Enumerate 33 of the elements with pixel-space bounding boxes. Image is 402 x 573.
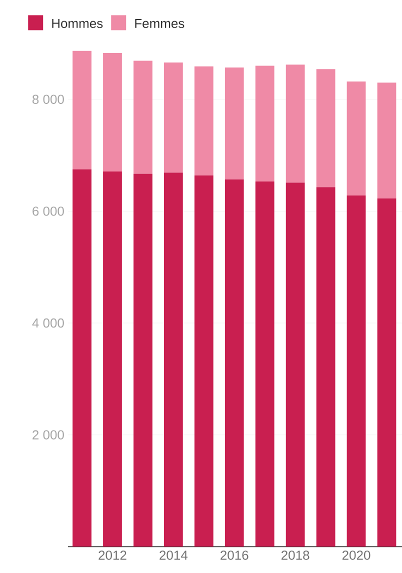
bar (164, 172, 183, 547)
y-tick-label: 8 000 (32, 94, 64, 104)
x-tick-label: 2014 (159, 550, 188, 560)
legend-label: Hommes (52, 18, 102, 28)
bar (377, 198, 396, 547)
x-tick-label: 2020 (342, 550, 370, 560)
bar (286, 64, 305, 183)
bar (133, 174, 152, 547)
x-tick-label: 2016 (220, 550, 248, 560)
y-tick-label: 2 000 (32, 430, 64, 440)
y-tick-label: 4 000 (32, 318, 64, 328)
bar (255, 182, 274, 547)
bar (255, 66, 274, 182)
bar (224, 179, 244, 547)
bar (102, 52, 122, 172)
x-tick-label: 2018 (281, 550, 310, 560)
bar (194, 66, 214, 176)
bar (194, 175, 214, 547)
bar (346, 196, 366, 547)
bar (72, 50, 92, 170)
bar (224, 67, 244, 180)
bar (377, 82, 396, 198)
bar (316, 187, 336, 547)
bar (346, 81, 366, 196)
bar (286, 182, 305, 547)
bar (316, 69, 336, 188)
x-tick-label: 2012 (98, 550, 126, 560)
bar (133, 60, 152, 174)
legend-label: Femmes (134, 18, 184, 28)
bar (164, 62, 183, 173)
bar (72, 169, 92, 547)
bar (102, 171, 122, 547)
y-tick-label: 6 000 (32, 206, 64, 216)
